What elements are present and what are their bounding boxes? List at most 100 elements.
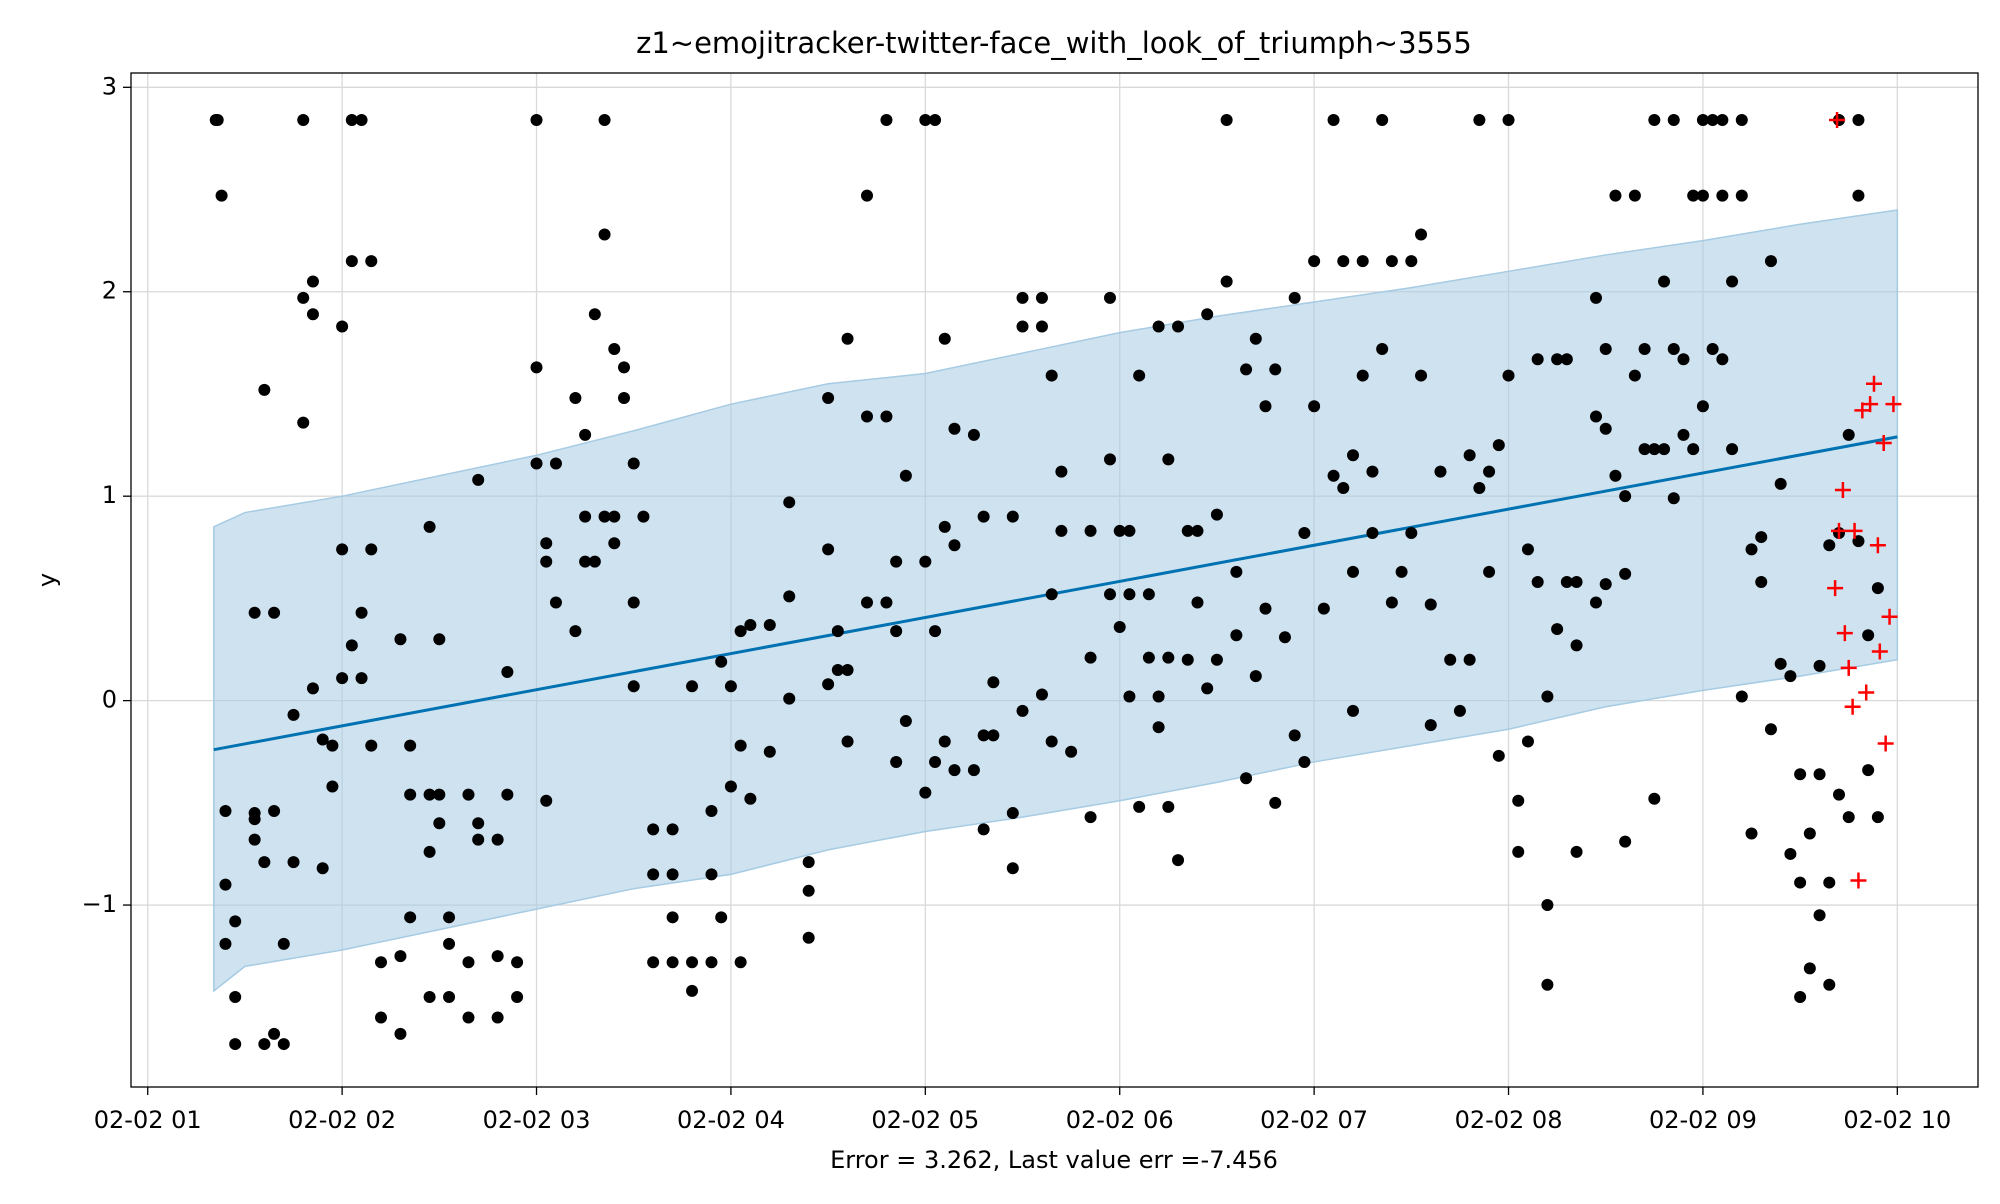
data-point (948, 764, 961, 777)
data-point (1308, 255, 1321, 268)
data-point (705, 956, 718, 969)
data-point (1006, 862, 1019, 875)
data-point (929, 114, 942, 127)
data-point (1619, 567, 1632, 580)
data-point (724, 680, 737, 693)
x-tick-label: 02-02 02 (288, 1106, 396, 1134)
data-point (1512, 794, 1525, 807)
data-point (229, 915, 242, 928)
data-point (1045, 369, 1058, 382)
data-point (404, 788, 417, 801)
data-point (1735, 189, 1748, 202)
data-point (1220, 275, 1233, 288)
data-point (1347, 565, 1360, 578)
data-point (822, 678, 835, 691)
y-tick-label: 2 (102, 277, 117, 305)
data-point (1317, 602, 1330, 615)
data-point (287, 708, 300, 721)
data-point (598, 114, 611, 127)
x-axis-label: Error = 3.262, Last value err =-7.456 (830, 1146, 1278, 1174)
future-point (1862, 396, 1879, 413)
data-point (1055, 524, 1068, 537)
data-point (1162, 453, 1175, 466)
data-point (1852, 189, 1865, 202)
data-point (890, 625, 903, 638)
data-point (647, 823, 660, 836)
data-point (1259, 602, 1272, 615)
data-point (579, 428, 592, 441)
data-point (1288, 729, 1301, 742)
data-point (433, 788, 446, 801)
data-point (1794, 991, 1807, 1004)
data-point (1794, 876, 1807, 889)
data-point (938, 520, 951, 533)
data-point (423, 991, 436, 1004)
data-point (1745, 827, 1758, 840)
x-tick-label: 02-02 07 (1260, 1106, 1368, 1134)
data-point (783, 590, 796, 603)
data-point (1376, 342, 1389, 355)
data-point (1133, 369, 1146, 382)
future-point (1850, 872, 1867, 889)
data-point (1590, 410, 1603, 423)
data-point (822, 543, 835, 556)
data-point (1784, 847, 1797, 860)
y-axis-label: y (33, 573, 61, 587)
data-point (831, 663, 844, 676)
data-point (861, 410, 874, 423)
data-point (1842, 811, 1855, 824)
data-point (345, 114, 358, 127)
data-point (1745, 543, 1758, 556)
data-point (1823, 539, 1836, 552)
data-point (511, 956, 524, 969)
data-point (1735, 114, 1748, 127)
data-point (1638, 342, 1651, 355)
data-point (1055, 465, 1068, 478)
data-point (1628, 189, 1641, 202)
data-point (1006, 510, 1019, 523)
data-point (1337, 482, 1350, 495)
data-point (588, 555, 601, 568)
data-point (1142, 588, 1155, 601)
data-point (647, 868, 660, 881)
data-point (948, 422, 961, 435)
data-point (1220, 114, 1233, 127)
data-point (1833, 788, 1846, 801)
data-point (1862, 629, 1875, 642)
data-point (1813, 909, 1826, 922)
data-point (491, 833, 504, 846)
data-point (316, 862, 329, 875)
chart-title: z1~emojitracker-twitter-face_with_look_o… (636, 26, 1472, 60)
data-point (433, 817, 446, 830)
data-point (1667, 492, 1680, 505)
data-point (229, 1038, 242, 1051)
data-point (1259, 400, 1272, 413)
data-point (1726, 275, 1739, 288)
data-point (1862, 764, 1875, 777)
data-point (1512, 845, 1525, 858)
data-point (1104, 588, 1117, 601)
data-point (627, 680, 640, 693)
data-point (1483, 565, 1496, 578)
x-tick-label: 02-02 09 (1649, 1106, 1757, 1134)
data-point (1240, 363, 1253, 376)
data-point (1104, 291, 1117, 304)
data-point (744, 618, 757, 631)
future-point (1844, 698, 1861, 715)
y-tick-label: 1 (102, 481, 117, 509)
data-point (1599, 342, 1612, 355)
data-point (355, 114, 368, 127)
data-point (336, 543, 349, 556)
data-point (462, 788, 475, 801)
data-point (1084, 651, 1097, 664)
data-point (472, 473, 485, 486)
data-point (1648, 443, 1661, 456)
data-point (215, 189, 228, 202)
data-point (1288, 291, 1301, 304)
data-point (569, 392, 582, 405)
data-point (1123, 588, 1136, 601)
data-point (686, 680, 699, 693)
data-point (1045, 735, 1058, 748)
data-point (608, 537, 621, 550)
